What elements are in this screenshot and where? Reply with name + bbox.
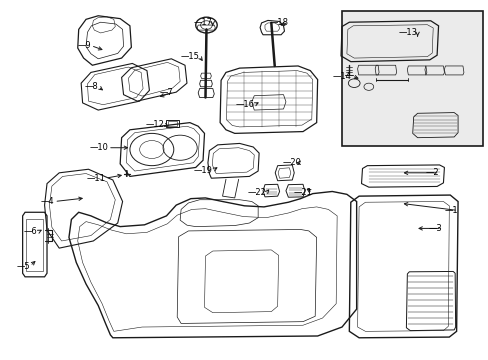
Text: —20: —20 — [282, 158, 301, 167]
Text: —19: —19 — [194, 166, 212, 175]
Text: —16: —16 — [235, 100, 254, 109]
Text: —15: —15 — [180, 52, 199, 61]
Text: —2: —2 — [425, 168, 439, 177]
Text: —5: —5 — [16, 262, 30, 271]
Text: —4: —4 — [41, 197, 54, 206]
Text: —18: —18 — [269, 18, 288, 27]
Text: —13: —13 — [398, 28, 417, 37]
Bar — [341, 12, 483, 146]
Bar — [166, 120, 178, 127]
Text: —8: —8 — [84, 82, 98, 91]
Bar — [26, 220, 42, 271]
Text: —22: —22 — [247, 188, 266, 197]
Text: —3: —3 — [427, 224, 441, 233]
Text: —11: —11 — [86, 174, 105, 183]
Text: —1: —1 — [444, 206, 457, 215]
Text: —7: —7 — [160, 87, 173, 96]
Text: —17: —17 — [193, 18, 212, 27]
Text: —6: —6 — [24, 228, 38, 237]
Bar — [167, 121, 177, 126]
Text: —10: —10 — [89, 143, 108, 152]
Text: —9: —9 — [77, 41, 91, 50]
Text: —12: —12 — [145, 120, 163, 129]
Text: —14: —14 — [332, 72, 351, 81]
Text: —21: —21 — [293, 188, 312, 197]
